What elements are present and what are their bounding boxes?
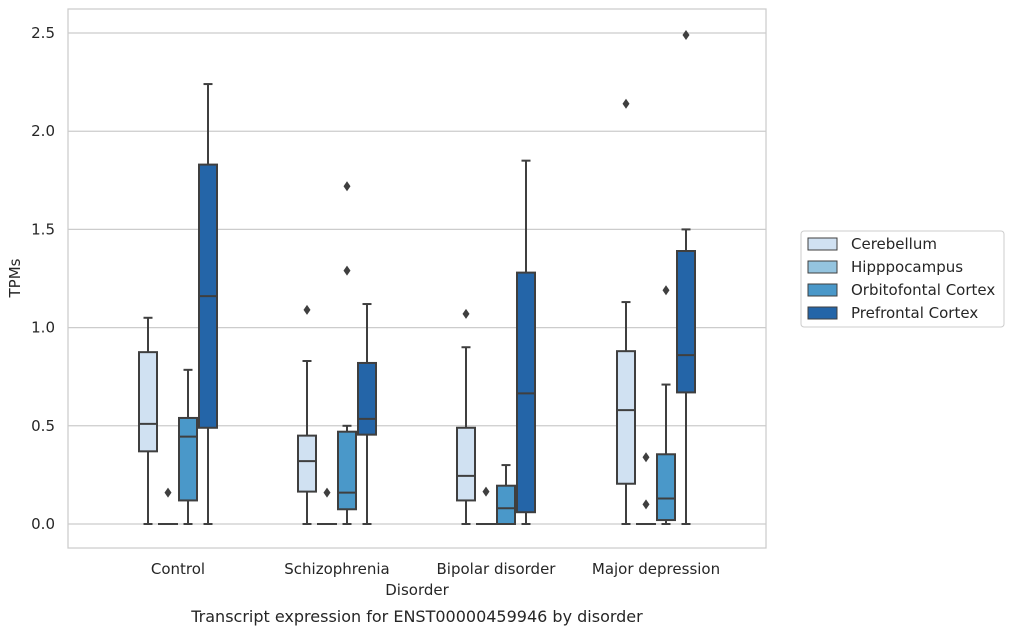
legend-swatch	[807, 260, 838, 274]
box-0-2	[456, 308, 476, 525]
outlier-point	[682, 29, 690, 40]
box-3-3	[676, 29, 696, 525]
legend-label: Prefrontal Cortex	[851, 304, 978, 322]
box-0-1	[297, 304, 317, 525]
y-tick-label: 0.0	[31, 515, 55, 533]
legend: Cerebellum Hipppocampus Orbitofontal Corte…	[800, 230, 1005, 328]
box-body	[656, 453, 676, 522]
outlier-point	[303, 304, 311, 315]
y-tick-label: 1.0	[31, 319, 55, 337]
outlier-point	[662, 285, 670, 296]
outlier-point	[164, 487, 172, 498]
box-1-1	[317, 487, 337, 526]
box-1-3	[636, 452, 656, 526]
box-body	[676, 250, 696, 394]
box-3-0	[198, 83, 218, 525]
legend-label: Hipppocampus	[851, 258, 963, 276]
box-plot-series	[138, 29, 696, 526]
box-1-2	[476, 486, 496, 526]
box-body	[297, 434, 317, 493]
outlier-point	[462, 308, 470, 319]
box-body	[357, 361, 377, 436]
box-0-0	[138, 316, 158, 525]
x-axis-label: Disorder	[385, 581, 449, 599]
box-body	[138, 351, 158, 453]
x-axis-ticks: Control Schizophrenia Bipolar disorder Majo…	[151, 560, 720, 578]
y-tick-label: 0.5	[31, 417, 55, 435]
legend-swatch	[807, 283, 838, 297]
box-body	[616, 350, 636, 485]
outlier-point	[642, 452, 650, 463]
legend-frame	[800, 230, 1005, 328]
y-tick-label: 2.0	[31, 122, 55, 140]
box-3-1	[357, 303, 377, 525]
chart-caption: Transcript expression for ENST0000045994…	[190, 607, 643, 626]
box-2-2	[496, 464, 516, 525]
outlier-point	[642, 499, 650, 510]
outlier-point	[323, 487, 331, 498]
outlier-point	[343, 181, 351, 192]
outlier-point	[622, 98, 630, 109]
x-tick-label: Control	[151, 560, 205, 578]
legend-swatch	[807, 237, 838, 251]
outlier-point	[343, 265, 351, 276]
legend-label: Cerebellum	[851, 235, 937, 253]
legend-swatch	[807, 306, 838, 320]
box-body	[496, 484, 516, 525]
grid-lines	[68, 32, 766, 525]
box-2-1	[337, 181, 357, 525]
y-axis-ticks: 0.0 0.5 1.0 1.5 2.0 2.5	[31, 24, 55, 533]
y-tick-label: 2.5	[31, 24, 55, 42]
x-tick-label: Schizophrenia	[284, 560, 389, 578]
x-tick-label: Bipolar disorder	[437, 560, 557, 578]
box-2-0	[178, 368, 198, 525]
plot-frame	[67, 8, 767, 549]
box-2-3	[656, 285, 676, 525]
x-tick-label: Major depression	[592, 560, 720, 578]
box-0-3	[616, 98, 636, 525]
box-body	[337, 430, 357, 511]
box-1-0	[158, 487, 178, 526]
y-tick-label: 1.5	[31, 220, 55, 238]
legend-label: Orbitofontal Cortex	[851, 281, 995, 299]
box-body	[178, 416, 198, 502]
y-axis-label: TPMs	[6, 258, 24, 298]
box-body	[456, 426, 476, 502]
box-3-2	[516, 159, 536, 525]
outlier-point	[482, 486, 490, 497]
